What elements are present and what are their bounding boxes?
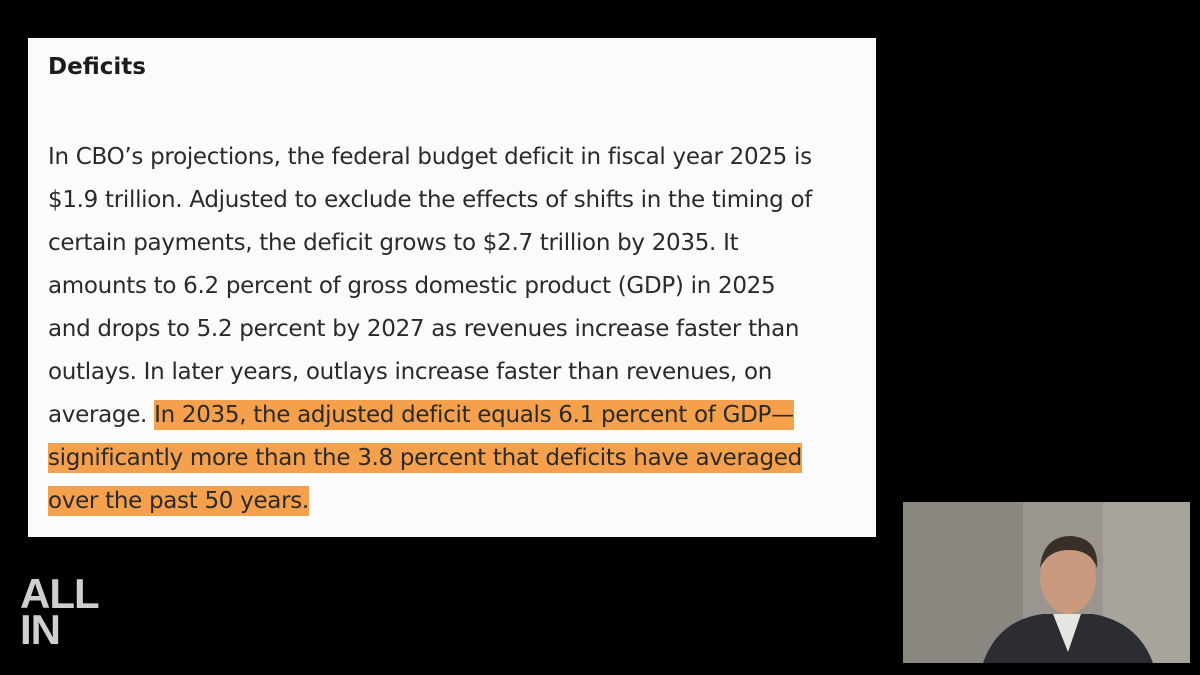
text-line: $1.9 trillion. Adjusted to exclude the e… <box>48 180 868 223</box>
text: and drops to 5.2 percent by 2027 as reve… <box>48 316 800 342</box>
text: $1.9 trillion. Adjusted to exclude the e… <box>48 187 813 213</box>
text-line: certain payments, the deficit grows to $… <box>48 223 868 266</box>
highlighted-text: significantly more than the 3.8 percent … <box>48 443 802 473</box>
text: amounts to 6.2 percent of gross domestic… <box>48 273 776 299</box>
webcam <box>903 502 1190 663</box>
logo: ALL IN <box>20 570 100 653</box>
text-line: significantly more than the 3.8 percent … <box>48 438 868 481</box>
highlighted-text: over the past 50 years. <box>48 486 309 516</box>
text: outlays. In later years, outlays increas… <box>48 359 772 385</box>
text-line: In CBO’s projections, the federal budget… <box>48 137 868 180</box>
text-line: and drops to 5.2 percent by 2027 as reve… <box>48 309 868 352</box>
text: average. <box>48 402 148 428</box>
heading: Deficits <box>48 54 146 80</box>
text-line: average. In 2035, the adjusted deficit e… <box>48 395 868 438</box>
text-line: outlays. In later years, outlays increas… <box>48 352 868 395</box>
text: certain payments, the deficit grows to $… <box>48 230 739 256</box>
document-card: Deficits In CBO’s projections, the feder… <box>28 38 876 537</box>
text-line: amounts to 6.2 percent of gross domestic… <box>48 266 868 309</box>
highlighted-text: In 2035, the adjusted deficit equals 6.1… <box>154 400 794 430</box>
text-line: over the past 50 years. <box>48 481 868 524</box>
logo-line: ALL <box>20 570 100 617</box>
logo-line: IN <box>20 606 61 653</box>
paragraph: In CBO’s projections, the federal budget… <box>48 137 868 524</box>
text: In CBO’s projections, the federal budget… <box>48 144 812 170</box>
